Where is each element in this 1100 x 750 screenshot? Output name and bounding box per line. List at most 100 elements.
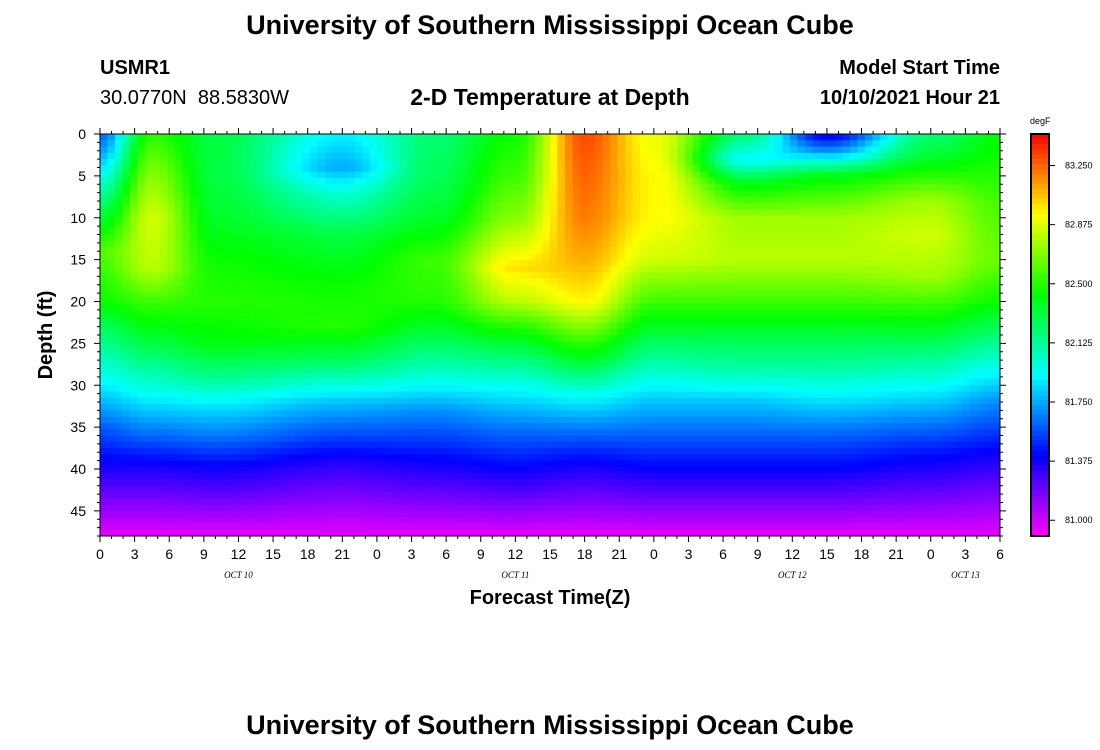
heatmap-cell	[370, 265, 379, 273]
heatmap-cell	[430, 228, 439, 236]
heatmap-cell	[287, 253, 296, 261]
heatmap-cell	[422, 177, 431, 185]
heatmap-cell	[497, 322, 506, 330]
heatmap-cell	[385, 165, 394, 173]
heatmap-cell	[595, 353, 604, 361]
heatmap-cell	[242, 171, 251, 179]
heatmap-cell	[595, 492, 604, 499]
heatmap-cell	[325, 510, 334, 518]
heatmap-cell	[655, 448, 664, 455]
heatmap-cell	[362, 322, 371, 330]
heatmap-cell	[632, 404, 641, 411]
heatmap-cell	[475, 378, 484, 386]
heatmap-cell	[310, 347, 319, 355]
heatmap-cell	[325, 234, 334, 242]
heatmap-cell	[227, 134, 236, 141]
heatmap-cell	[655, 196, 664, 204]
heatmap-cell	[272, 140, 281, 148]
heatmap-cell	[122, 372, 131, 380]
heatmap-cell	[355, 410, 364, 418]
heatmap-cell	[280, 460, 289, 468]
heatmap-cell	[250, 347, 259, 355]
heatmap-cell	[505, 372, 514, 380]
heatmap-cell	[662, 479, 671, 487]
heatmap-cell	[152, 278, 161, 286]
heatmap-cell	[490, 517, 499, 525]
heatmap-cell	[122, 146, 131, 154]
heatmap-cell	[130, 291, 139, 298]
heatmap-cell	[257, 360, 266, 368]
heatmap-cell	[655, 498, 664, 506]
heatmap-cell	[332, 448, 341, 455]
heatmap-cell	[310, 209, 319, 217]
heatmap-cell	[602, 247, 611, 254]
heatmap-cell	[407, 165, 416, 173]
heatmap-cell	[520, 448, 529, 455]
heatmap-cell	[580, 341, 589, 349]
heatmap-cell	[280, 347, 289, 355]
heatmap-cell	[385, 190, 394, 198]
heatmap-cell	[257, 303, 266, 311]
heatmap-cell	[490, 322, 499, 330]
heatmap-cell	[152, 284, 161, 292]
heatmap-cell	[272, 272, 281, 280]
heatmap-cell	[550, 473, 559, 481]
heatmap-cell	[362, 134, 371, 141]
heatmap-cell	[527, 215, 536, 223]
heatmap-cell	[482, 492, 491, 499]
heatmap-cell	[332, 234, 341, 242]
heatmap-cell	[475, 510, 484, 518]
heatmap-cell	[287, 309, 296, 317]
heatmap-cell	[482, 366, 491, 374]
heatmap-cell	[220, 523, 229, 531]
heatmap-cell	[550, 378, 559, 386]
heatmap-cell	[137, 473, 146, 481]
heatmap-cell	[100, 492, 109, 499]
heatmap-cell	[497, 385, 506, 393]
heatmap-cell	[430, 492, 439, 499]
heatmap-cell	[490, 347, 499, 355]
heatmap-cell	[302, 278, 311, 286]
heatmap-cell	[250, 259, 259, 267]
heatmap-cell	[107, 448, 116, 455]
heatmap-cell	[272, 372, 281, 380]
heatmap-cell	[452, 171, 461, 179]
heatmap-cell	[145, 303, 154, 311]
heatmap-cell	[467, 209, 476, 217]
heatmap-cell	[370, 466, 379, 474]
heatmap-cell	[100, 278, 109, 286]
heatmap-cell	[370, 410, 379, 418]
heatmap-cell	[647, 422, 656, 430]
heatmap-cell	[625, 190, 634, 198]
heatmap-cell	[145, 165, 154, 173]
heatmap-cell	[377, 234, 386, 242]
heatmap-cell	[385, 140, 394, 148]
heatmap-cell	[557, 385, 566, 393]
heatmap-cell	[557, 448, 566, 455]
heatmap-cell	[640, 404, 649, 411]
heatmap-cell	[325, 416, 334, 424]
heatmap-cell	[557, 504, 566, 512]
heatmap-cell	[505, 265, 514, 273]
heatmap-cell	[392, 385, 401, 393]
heatmap-cell	[152, 240, 161, 248]
heatmap-cell	[280, 196, 289, 204]
heatmap-cell	[137, 203, 146, 210]
heatmap-cell	[340, 171, 349, 179]
heatmap-cell	[122, 523, 131, 531]
heatmap-cell	[107, 152, 116, 160]
heatmap-cell	[437, 529, 446, 536]
heatmap-cell	[310, 259, 319, 267]
heatmap-cell	[445, 291, 454, 298]
heatmap-cell	[250, 171, 259, 179]
heatmap-cell	[287, 134, 296, 141]
heatmap-cell	[550, 504, 559, 512]
heatmap-cell	[497, 165, 506, 173]
heatmap-cell	[550, 196, 559, 204]
heatmap-cell	[220, 152, 229, 160]
heatmap-cell	[137, 196, 146, 204]
heatmap-cell	[107, 422, 116, 430]
heatmap-cell	[115, 278, 124, 286]
heatmap-cell	[670, 385, 679, 393]
heatmap-cell	[385, 234, 394, 242]
